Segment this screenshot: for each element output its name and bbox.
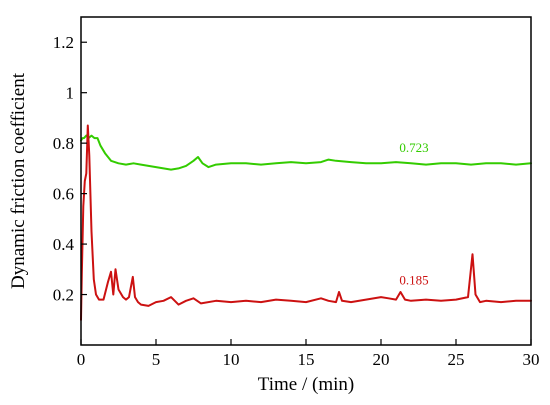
x-tick-label: 5: [152, 350, 161, 369]
x-axis-title: Time / (min): [258, 374, 354, 395]
x-tick-label: 30: [523, 350, 540, 369]
labels-layer: Time / (min) Dynamic friction coefficien…: [8, 33, 540, 395]
x-tick-label: 25: [448, 350, 465, 369]
series-layer: [80, 124, 532, 321]
x-tick-label: 15: [298, 350, 315, 369]
value-annotation: 0.185: [399, 272, 428, 287]
series-line-2: [80, 124, 532, 321]
y-tick-label: 0.4: [53, 235, 75, 254]
value-annotation: 0.723: [399, 140, 428, 155]
plot-frame: [80, 16, 532, 346]
x-tick-label: 20: [373, 350, 390, 369]
x-tick-label: 10: [223, 350, 240, 369]
y-tick-label: 1.2: [53, 33, 74, 52]
y-tick-label: 0.6: [53, 185, 74, 204]
axes-layer: [80, 16, 532, 346]
x-tick-label: 0: [77, 350, 86, 369]
y-tick-label: 1: [66, 84, 75, 103]
y-tick-label: 0.8: [53, 134, 74, 153]
series-line-1: [80, 134, 532, 171]
y-axis-title: Dynamic friction coefficient: [8, 72, 29, 289]
y-tick-label: 0.2: [53, 286, 74, 305]
